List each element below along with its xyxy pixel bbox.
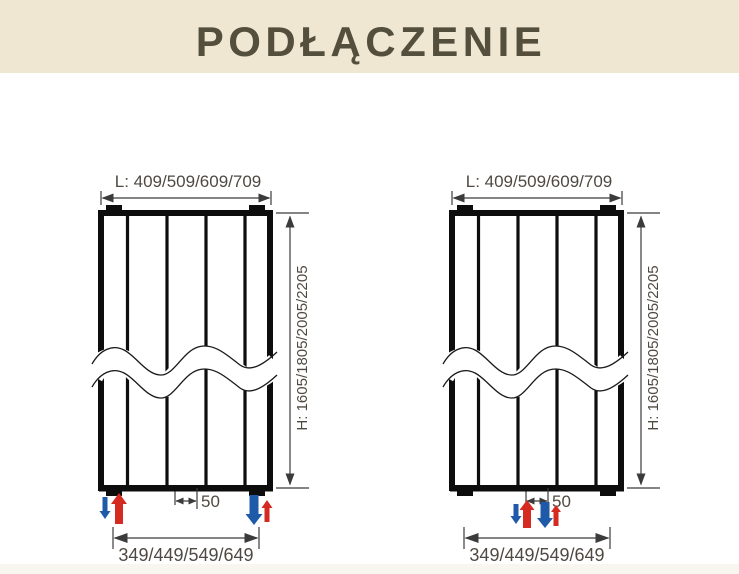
bottom-spacing-label: 349/449/549/649 (118, 545, 253, 565)
flow-up-red-arrow-icon (261, 500, 273, 522)
page-title: PODŁĄCZENIE (196, 18, 547, 65)
flow-up-red-arrow-icon (519, 500, 535, 528)
bottom-spacing-label: 349/449/549/649 (469, 545, 604, 565)
panel-pitch-label: 50 (201, 492, 220, 511)
flow-down-blue-arrow-icon (537, 502, 553, 528)
radiator-side-connection-diagram: L: 409/509/609/709 H: 1605/1805/2005/220… (92, 172, 311, 565)
center-connection-arrows (510, 500, 561, 528)
flow-up-red-arrow-icon (551, 505, 561, 526)
length-dimension-label: L: 409/509/609/709 (115, 172, 262, 191)
header-band (0, 0, 739, 73)
radiator-center-connection-diagram: L: 409/509/609/709 H: 1605/1805/2005/220… (443, 172, 662, 565)
flow-down-blue-arrow-icon (99, 497, 111, 519)
flow-down-blue-arrow-icon (510, 504, 522, 524)
flow-up-red-arrow-icon (111, 493, 127, 524)
flow-down-blue-arrow-icon (245, 495, 263, 525)
height-dimension-label: H: 1605/1805/2005/2205 (294, 265, 311, 430)
length-dimension-label: L: 409/509/609/709 (466, 172, 613, 191)
height-dimension-label: H: 1605/1805/2005/2205 (645, 265, 662, 430)
bottom-edge-smudge (0, 564, 739, 574)
left-connection-arrows (99, 493, 273, 525)
